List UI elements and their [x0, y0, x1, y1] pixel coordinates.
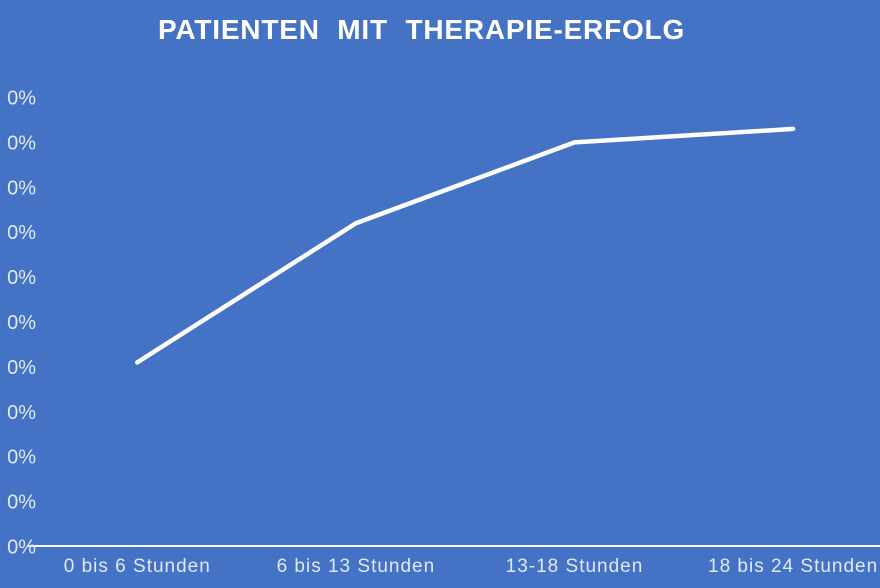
- x-axis-category-label: 13-18 Stunden: [506, 556, 644, 577]
- series-line: [135, 126, 796, 365]
- x-axis-category-label: 0 bis 6 Stunden: [64, 556, 211, 577]
- y-axis-tick-label: 0%: [7, 447, 36, 469]
- y-axis-tick-label: 0%: [7, 267, 36, 289]
- y-axis-tick-label: 0%: [7, 492, 36, 514]
- x-axis-category-label: 6 bis 13 Stunden: [277, 556, 436, 577]
- y-axis-tick-label: 0%: [7, 88, 36, 110]
- y-axis-tick-label: 0%: [7, 312, 36, 334]
- y-axis-tick-label: 0%: [7, 357, 36, 379]
- y-axis-tick-label: 0%: [7, 222, 36, 244]
- chart-title: PATIENTEN MIT THERAPIE-ERFOLG: [158, 14, 686, 45]
- x-axis-category-label: 18 bis 24 Stunden: [708, 556, 878, 577]
- y-axis-tick-label: 0%: [7, 177, 36, 199]
- y-axis-tick-label: 0%: [7, 132, 36, 154]
- y-axis-tick-label: 0%: [7, 537, 36, 559]
- y-axis-tick-label: 0%: [7, 402, 36, 424]
